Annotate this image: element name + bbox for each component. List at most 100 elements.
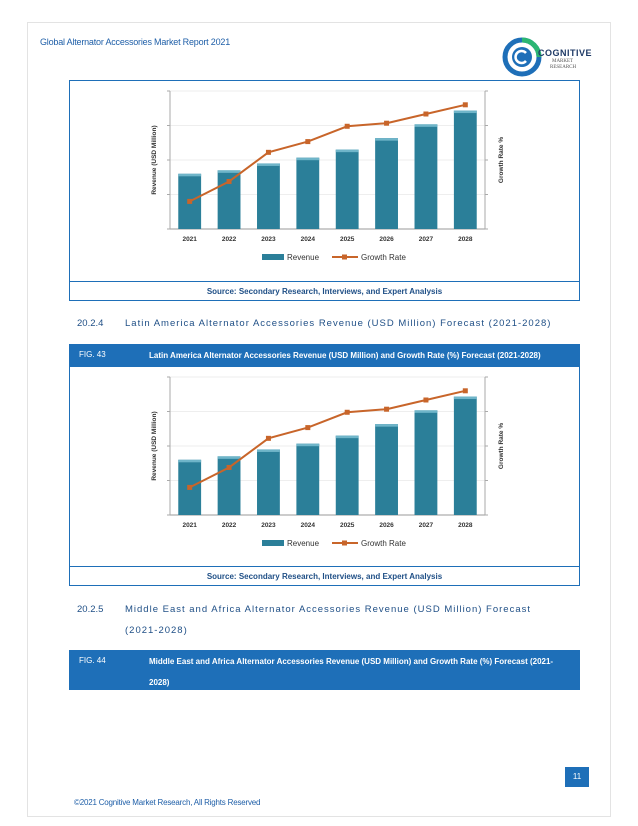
chart-1-source: Source: Secondary Research, Interviews, …: [69, 281, 580, 301]
chart-svg-1: 2021 2022 2023 2024 2025 2026 2027 2028 Revenue …: [151, 90, 505, 262]
x-tick-label: 2028: [458, 236, 473, 243]
bar-top: [335, 149, 359, 153]
bar: [257, 449, 280, 515]
figure-chart-1: 2021 2022 2023 2024 2025 2026 2027 2028 Revenue …: [69, 80, 580, 301]
figure-chart-2: 2021 2022 2023 2024 2025 2026 2027 2028 Revenue …: [69, 367, 580, 566]
bar-top: [257, 163, 280, 166]
growth-rate-point: [384, 120, 390, 126]
legend-revenue-swatch: [262, 540, 284, 546]
bar-top: [217, 170, 241, 173]
legend-growth-marker: [342, 254, 347, 260]
bar-top: [217, 456, 241, 459]
bar-top: [257, 449, 280, 452]
chart-2-source: Source: Secondary Research, Interviews, …: [69, 566, 580, 586]
bar-top: [296, 443, 320, 447]
cognitive-logo-icon: [502, 37, 542, 77]
page-border: [27, 22, 611, 817]
growth-rate-point: [226, 464, 232, 470]
growth-rate-point: [344, 409, 350, 415]
legend-revenue-label: Revenue: [287, 253, 320, 262]
x-tick-label: 2021: [182, 522, 197, 529]
bar: [453, 110, 477, 229]
growth-rate-point: [265, 435, 271, 441]
figure-title: Latin America Alternator Accessories Rev…: [149, 351, 541, 360]
growth-rate-point: [344, 123, 350, 129]
bar: [335, 149, 359, 229]
section-20-2-5: 20.2.5 Middle East and Africa Alternator …: [77, 604, 531, 615]
bar: [335, 435, 359, 515]
growth-rate-point: [187, 484, 193, 490]
bar: [453, 396, 477, 515]
growth-rate-point: [265, 149, 271, 155]
x-tick-label: 2023: [261, 522, 276, 529]
growth-rate-point: [423, 397, 429, 403]
y-axis-label: Revenue (USD Million): [151, 125, 158, 194]
y2-axis-label: Growth Rate %: [498, 423, 505, 469]
bar-top: [178, 173, 202, 177]
x-tick-label: 2022: [222, 522, 237, 529]
bar-top: [375, 424, 398, 427]
y-axis-label: Revenue (USD Million): [151, 411, 158, 480]
bar-top: [453, 396, 477, 400]
x-tick-label: 2024: [301, 236, 316, 243]
section-title: Middle East and Africa Alternator Access…: [125, 604, 531, 615]
section-20-2-4: 20.2.4 Latin America Alternator Accessori…: [77, 318, 551, 329]
x-tick-label: 2022: [222, 236, 237, 243]
logo-name: COGNITIVE: [538, 48, 593, 58]
bar: [257, 163, 280, 229]
x-tick-label: 2024: [301, 522, 316, 529]
figure-number: FIG. 43: [79, 350, 106, 359]
bar-top: [414, 410, 438, 413]
report-header-title: Global Alternator Accessories Market Rep…: [40, 37, 230, 47]
bar: [414, 124, 438, 229]
bar: [296, 157, 320, 229]
page-number: 11: [565, 767, 589, 787]
bar-top: [453, 110, 477, 114]
x-tick-label: 2026: [379, 522, 394, 529]
growth-rate-point: [226, 178, 232, 184]
bar-top: [335, 435, 359, 439]
bar-top: [375, 138, 398, 141]
logo-sub2: RESEARCH: [550, 65, 577, 70]
x-tick-label: 2021: [182, 236, 197, 243]
bar-top: [414, 124, 438, 127]
x-tick-label: 2025: [340, 522, 355, 529]
bar: [414, 410, 438, 515]
growth-rate-point: [384, 406, 390, 412]
growth-rate-point: [462, 388, 468, 394]
bar: [375, 424, 398, 515]
figure-number: FIG. 44: [79, 656, 106, 665]
figure-43-header: FIG. 43 Latin America Alternator Accesso…: [69, 344, 580, 367]
growth-rate-point: [305, 425, 311, 431]
legend-growth-label: Growth Rate: [361, 539, 406, 548]
company-logo: COGNITIVE MARKET RESEARCH: [502, 37, 592, 77]
growth-rate-line: [189, 389, 466, 489]
x-tick-label: 2028: [458, 522, 473, 529]
y2-axis-label: Growth Rate %: [498, 137, 505, 183]
bar-top: [296, 157, 320, 161]
x-tick-label: 2027: [419, 522, 434, 529]
bar: [296, 443, 320, 515]
chart-svg-2: 2021 2022 2023 2024 2025 2026 2027 2028 Revenue …: [151, 376, 505, 548]
legend-revenue-swatch: [262, 254, 284, 260]
figure-44-header: FIG. 44 Middle East and Africa Alternato…: [69, 650, 580, 690]
section-number: 20.2.4: [77, 318, 104, 329]
growth-rate-point: [462, 102, 468, 108]
x-tick-label: 2023: [261, 236, 276, 243]
footer-copyright: ©2021 Cognitive Market Research, All Rig…: [74, 798, 261, 807]
growth-rate-point: [187, 198, 193, 204]
section-20-2-5-cont: (2021-2028): [125, 625, 188, 636]
x-tick-label: 2027: [419, 236, 434, 243]
legend-growth-marker: [342, 540, 347, 546]
bar: [375, 138, 398, 229]
legend-revenue-label: Revenue: [287, 539, 320, 548]
x-tick-label: 2025: [340, 236, 355, 243]
section-number: 20.2.5: [77, 604, 104, 615]
section-title: Latin America Alternator Accessories Rev…: [125, 318, 552, 329]
growth-rate-point: [423, 111, 429, 117]
bar-top: [178, 459, 202, 463]
figure-title: Middle East and Africa Alternator Access…: [149, 657, 554, 687]
growth-rate-line: [189, 103, 466, 203]
legend-growth-label: Growth Rate: [361, 253, 406, 262]
logo-sub1: MARKET: [552, 59, 574, 64]
